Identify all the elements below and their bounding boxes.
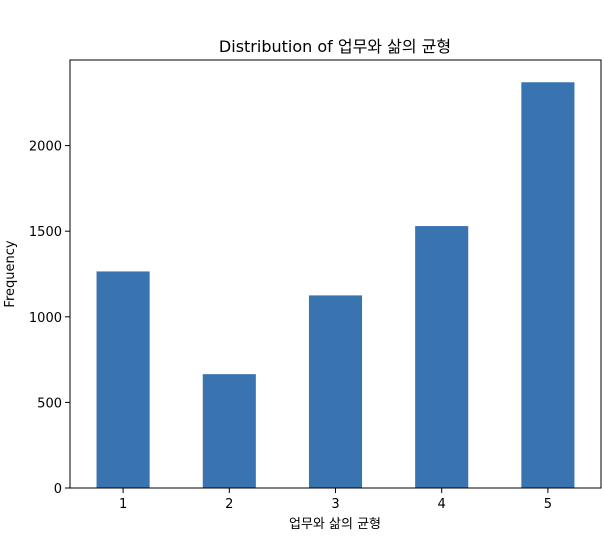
bars-group [96,82,575,489]
bar-2 [202,374,256,488]
bar-1 [96,271,150,488]
bar-5 [521,82,575,489]
x-tick-label-3: 3 [331,497,339,512]
x-tick-label-5: 5 [544,497,552,512]
x-axis: 1 2 3 4 5 [119,488,552,512]
y-tick-label-1000: 1000 [29,311,62,326]
y-tick-label-1500: 1500 [29,225,62,240]
y-tick-label-500: 500 [37,396,62,411]
y-tick-label-0: 0 [54,482,62,497]
bar-4 [415,226,469,488]
chart-title: Distribution of 업무와 삶의 균형 [219,37,451,56]
x-tick-label-4: 4 [438,497,446,512]
x-tick-label-1: 1 [119,497,127,512]
x-tick-label-2: 2 [225,497,233,512]
y-tick-label-2000: 2000 [29,140,62,155]
y-axis-label: Frequency [3,240,18,307]
bar-3 [308,295,363,488]
x-axis-label: 업무와 삶의 균형 [289,517,381,532]
y-axis: 0 500 1000 1500 2000 [29,140,70,497]
